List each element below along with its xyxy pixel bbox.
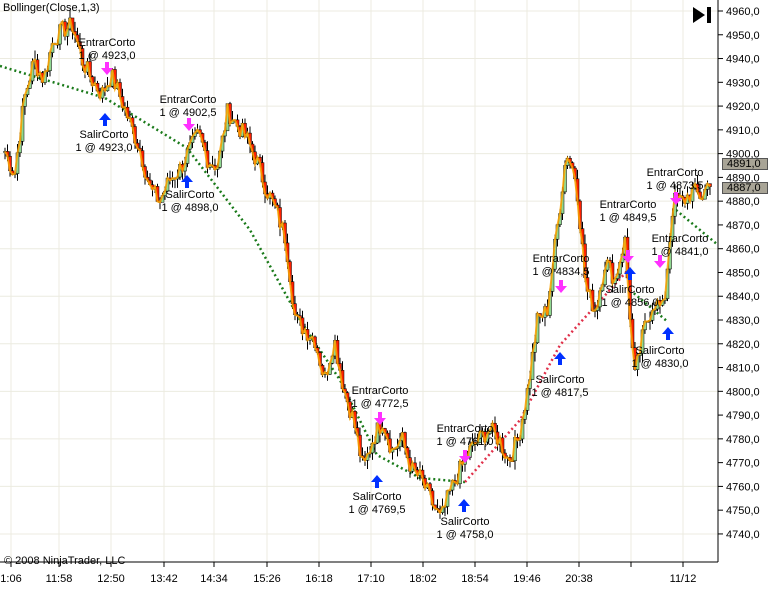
trade-label: SalirCorto 1 @ 4769,5 <box>348 491 406 516</box>
x-tick-label: 20:38 <box>565 573 593 585</box>
y-tick-label: 4890,0 <box>726 172 760 184</box>
y-tick-label: 4920,0 <box>726 101 760 113</box>
trade-label: EntrarCorto 1 @ 4902,5 <box>159 94 217 119</box>
y-tick-label: 4770,0 <box>726 458 760 470</box>
buy-arrow-icon <box>662 327 674 340</box>
buy-arrow-icon <box>624 267 636 280</box>
trade-label: EntrarCorto 1 @ 4923,0 <box>78 37 136 62</box>
y-tick-label: 4800,0 <box>726 386 760 398</box>
trade-label: EntrarCorto 1 @ 4873,5 <box>646 167 704 192</box>
trade-label: EntrarCorto 1 @ 4761,0 <box>436 423 494 448</box>
trade-label: EntrarCorto 1 @ 4849,5 <box>599 199 657 224</box>
copyright: © 2008 NinjaTrader, LLC <box>4 555 126 567</box>
trend-line <box>464 269 629 483</box>
indicator-title: Bollinger(Close,1,3) <box>3 2 100 14</box>
y-tick-label: 4870,0 <box>726 220 760 232</box>
trade-label: SalirCorto 1 @ 4758,0 <box>436 516 494 541</box>
x-tick-label: 1:06 <box>0 573 21 585</box>
trade-label: EntrarCorto 1 @ 4834,5 <box>532 253 590 278</box>
x-tick-label: 17:10 <box>357 573 385 585</box>
y-tick-label: 4760,0 <box>726 481 760 493</box>
last-price-badge: 4887,0 <box>722 182 768 194</box>
trade-label: SalirCorto 1 @ 4817,5 <box>531 374 589 399</box>
trade-label: SalirCorto 1 @ 4898,0 <box>161 189 219 214</box>
y-tick-label: 4830,0 <box>726 315 760 327</box>
y-tick-label: 4850,0 <box>726 267 760 279</box>
bollinger-line <box>4 17 711 515</box>
y-tick-label: 4960,0 <box>726 6 760 18</box>
x-tick-label: 15:26 <box>253 573 281 585</box>
x-tick-label: 18:02 <box>409 573 437 585</box>
x-tick-label: 18:54 <box>461 573 489 585</box>
sell-arrow-icon <box>670 192 682 205</box>
trend-line <box>675 209 719 246</box>
trade-label: SalirCorto 1 @ 4856,0 <box>601 284 659 309</box>
sell-arrow-icon <box>459 450 471 463</box>
y-tick-label: 4790,0 <box>726 410 760 422</box>
buy-arrow-icon <box>181 175 193 188</box>
y-tick-label: 4840,0 <box>726 291 760 303</box>
y-tick-label: 4740,0 <box>726 529 760 541</box>
sell-arrow-icon <box>183 118 195 131</box>
skip-to-end-icon[interactable] <box>690 4 714 26</box>
sell-arrow-icon <box>374 412 386 425</box>
trend-line <box>629 289 669 323</box>
trade-label: SalirCorto 1 @ 4830,0 <box>631 345 689 370</box>
trade-label: SalirCorto 1 @ 4923,0 <box>75 129 133 154</box>
trade-label: EntrarCorto 1 @ 4841,0 <box>651 233 709 258</box>
trade-label: EntrarCorto 1 @ 4772,5 <box>351 385 409 410</box>
y-tick-label: 4810,0 <box>726 363 760 375</box>
y-tick-label: 4930,0 <box>726 77 760 89</box>
sell-arrow-icon <box>622 250 634 263</box>
y-tick-label: 4900,0 <box>726 149 760 161</box>
sell-arrow-icon <box>101 62 113 75</box>
buy-arrow-icon <box>99 113 111 126</box>
sell-arrow-icon <box>555 280 567 293</box>
buy-arrow-icon <box>371 475 383 488</box>
x-tick-label: 11:58 <box>46 573 73 585</box>
x-tick-label: 13:42 <box>150 573 178 585</box>
x-tick-label: 16:18 <box>305 573 333 585</box>
last-price-badge: 4891,0 <box>722 158 768 170</box>
y-tick-label: 4750,0 <box>726 505 760 517</box>
y-tick-label: 4940,0 <box>726 54 760 66</box>
y-tick-label: 4780,0 <box>726 434 760 446</box>
buy-arrow-icon <box>458 499 470 512</box>
trend-line <box>0 64 466 484</box>
y-tick-label: 4820,0 <box>726 339 760 351</box>
y-tick-label: 4860,0 <box>726 244 760 256</box>
y-tick-label: 4950,0 <box>726 30 760 42</box>
x-tick-label: 19:46 <box>513 573 541 585</box>
buy-arrow-icon <box>554 352 566 365</box>
y-tick-label: 4910,0 <box>726 125 760 137</box>
x-tick-label: 11/12 <box>670 573 697 585</box>
sell-arrow-icon <box>654 255 666 268</box>
x-tick-label: 12:50 <box>97 573 125 585</box>
x-tick-label: 14:34 <box>200 573 228 585</box>
y-tick-label: 4880,0 <box>726 196 760 208</box>
